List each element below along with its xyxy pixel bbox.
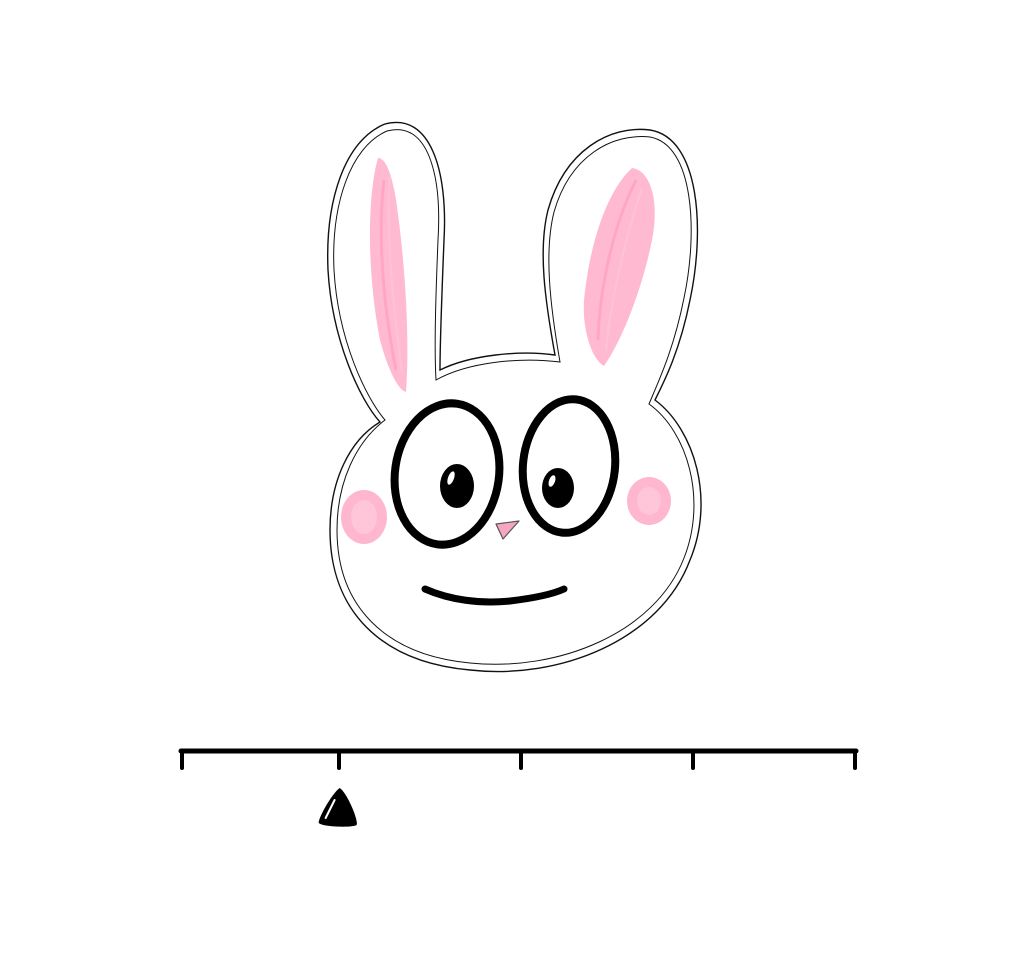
bunny-illustration	[327, 121, 702, 673]
scale	[178, 748, 859, 827]
left-pupil	[440, 464, 474, 508]
marker-triangle-icon	[318, 788, 357, 827]
nose	[495, 520, 520, 540]
bunny-outline-inner	[333, 129, 695, 665]
mouth	[421, 585, 568, 606]
right-ear-inner	[583, 168, 655, 366]
left-cheek	[341, 490, 387, 544]
marker-highlight	[324, 799, 336, 819]
right-cheek	[627, 477, 671, 525]
scale-ticks	[180, 749, 857, 770]
left-ear-inner	[369, 158, 408, 392]
scale-marker[interactable]	[318, 788, 357, 827]
right-pupil	[542, 468, 574, 508]
